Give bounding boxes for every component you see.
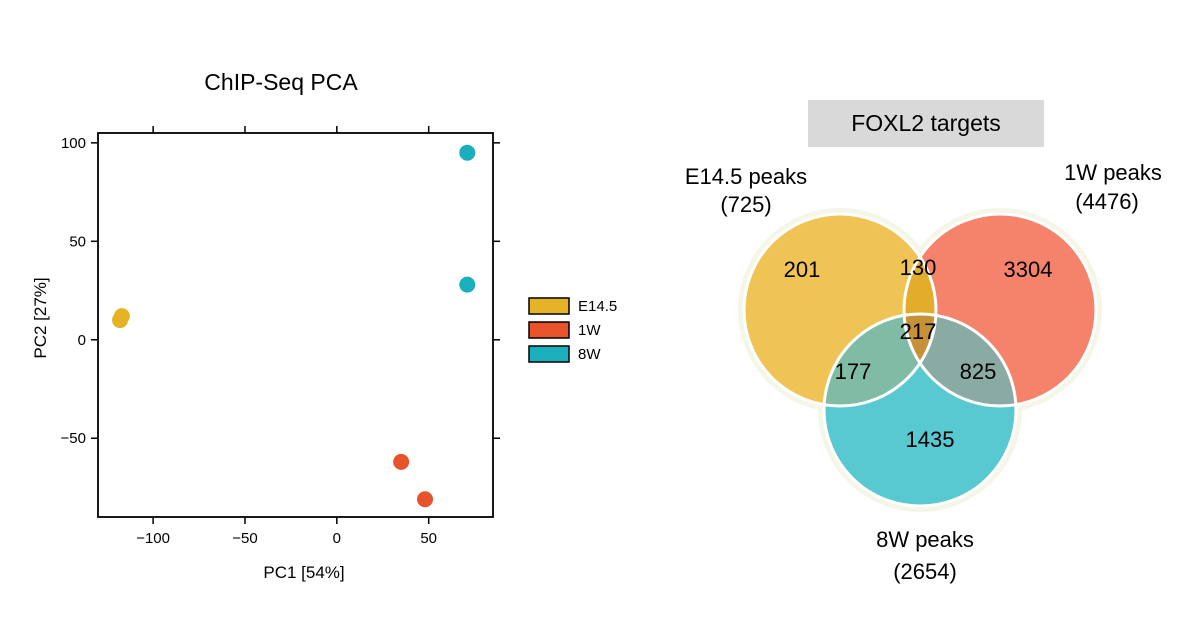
pca-legend-label: E14.5: [578, 298, 617, 315]
venn-label-w8-name: 8W peaks: [876, 527, 974, 552]
pca-point-1w: [393, 453, 410, 470]
venn-region-w1-w8: [904, 314, 1016, 406]
venn-border-w1: [902, 212, 1098, 408]
venn-title-box: [808, 100, 1044, 147]
pca-y-tick-label: 50: [69, 233, 86, 250]
venn-label-e145-total: (725): [720, 192, 771, 217]
venn-count-w1-only: 3304: [1004, 257, 1053, 282]
venn-region-e145-w8: [824, 314, 936, 406]
pca-x-tick-label: −100: [136, 530, 170, 547]
venn-border-w8: [822, 312, 1018, 508]
pca-legend-label: 8W: [578, 346, 601, 363]
pca-y-axis-label: PC2 [27%]: [31, 277, 50, 358]
pca-legend-swatch: [528, 297, 570, 315]
pca-chart: ChIP-Seq PCA −100 −50 0 50 100 50 0 −50 PC1 [5…: [31, 69, 617, 582]
venn-label-e145-name: E14.5 peaks: [685, 164, 807, 189]
pca-legend-swatch: [528, 345, 570, 363]
venn-count-e145-only: 201: [784, 257, 821, 282]
pca-points: [112, 144, 476, 508]
pca-point-e14-5: [112, 312, 129, 329]
pca-y-axis-ticks: 100 50 0 −50: [61, 135, 500, 447]
pca-plot-frame: [97, 132, 494, 518]
venn-chart: FOXL2 targets 201 3304 1: [685, 100, 1162, 584]
pca-legend: E14.5 1W 8W: [528, 297, 617, 363]
venn-label-w1-name: 1W peaks: [1064, 160, 1162, 185]
venn-count-e145-w8: 177: [835, 359, 872, 384]
venn-title: FOXL2 targets: [851, 110, 1001, 136]
pca-x-tick-label: −50: [232, 530, 257, 547]
venn-count-w8-only: 1435: [906, 427, 955, 452]
venn-count-all: 217: [900, 319, 937, 344]
pca-point-8w: [459, 144, 476, 161]
pca-x-tick-label: 0: [333, 530, 341, 547]
pca-x-axis-ticks: −100 −50 0 50: [136, 126, 437, 547]
venn-count-e145-w1: 130: [900, 255, 937, 280]
pca-title: ChIP-Seq PCA: [204, 69, 358, 95]
pca-x-axis-label: PC1 [54%]: [263, 563, 344, 582]
pca-point-8w: [459, 276, 476, 293]
venn-label-w8-total: (2654): [893, 559, 957, 584]
pca-legend-swatch: [528, 321, 570, 339]
venn-count-w1-w8: 825: [960, 359, 997, 384]
pca-legend-label: 1W: [578, 322, 601, 339]
venn-border-e145: [742, 212, 938, 408]
pca-point-1w: [417, 491, 434, 508]
venn-label-w1-total: (4476): [1075, 189, 1139, 214]
pca-y-tick-label: 0: [78, 332, 86, 349]
pca-y-tick-label: −50: [61, 430, 86, 447]
pca-y-tick-label: 100: [61, 135, 86, 152]
pca-x-tick-label: 50: [420, 530, 437, 547]
